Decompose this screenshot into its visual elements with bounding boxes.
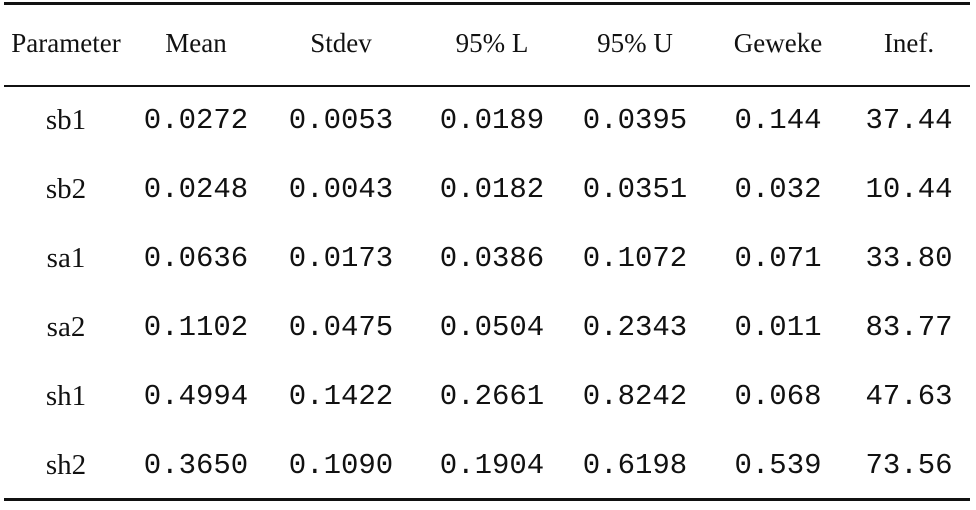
cell-95-upper: 0.0351: [582, 173, 688, 206]
top-rule: [4, 2, 970, 5]
cell-geweke: 0.011: [734, 311, 822, 344]
cell-parameter: sh2: [45, 449, 87, 481]
cell-95-upper: 0.1072: [582, 242, 688, 275]
cell-95-lower: 0.0386: [439, 242, 545, 275]
estimation-results-table: Parameter Mean Stdev 95% L 95% U Geweke …: [0, 0, 970, 500]
cell-95-upper: 0.6198: [582, 449, 688, 482]
cell-stdev: 0.1090: [288, 449, 394, 482]
cell-inefficiency: 37.44: [865, 104, 953, 137]
cell-95-upper: 0.2343: [582, 311, 688, 344]
header-inefficiency: Inef.: [883, 27, 935, 58]
cell-geweke: 0.032: [734, 173, 822, 206]
cell-stdev: 0.0173: [288, 242, 394, 275]
cell-95-lower: 0.0504: [439, 311, 545, 344]
table-row: sb2 0.0248 0.0043 0.0182 0.0351 0.032 10…: [0, 155, 970, 224]
header-rule: [4, 85, 970, 87]
table-row: sb1 0.0272 0.0053 0.0189 0.0395 0.144 37…: [0, 86, 970, 155]
cell-mean: 0.4994: [143, 380, 249, 413]
cell-95-lower: 0.0189: [439, 104, 545, 137]
header-95-upper: 95% U: [597, 27, 673, 58]
table-row: sh1 0.4994 0.1422 0.2661 0.8242 0.068 47…: [0, 362, 970, 431]
cell-mean: 0.1102: [143, 311, 249, 344]
cell-geweke: 0.071: [734, 242, 822, 275]
cell-95-lower: 0.0182: [439, 173, 545, 206]
cell-mean: 0.0636: [143, 242, 249, 275]
cell-parameter: sa1: [46, 242, 86, 274]
cell-geweke: 0.068: [734, 380, 822, 413]
cell-stdev: 0.0475: [288, 311, 394, 344]
cell-inefficiency: 73.56: [865, 449, 953, 482]
cell-parameter: sh1: [45, 380, 87, 412]
bottom-rule: [4, 498, 970, 501]
cell-geweke: 0.144: [734, 104, 822, 137]
cell-mean: 0.0272: [143, 104, 249, 137]
cell-stdev: 0.1422: [288, 380, 394, 413]
cell-inefficiency: 83.77: [865, 311, 953, 344]
header-95-lower: 95% L: [455, 27, 529, 58]
cell-inefficiency: 33.80: [865, 242, 953, 275]
cell-stdev: 0.0053: [288, 104, 394, 137]
cell-parameter: sa2: [46, 311, 86, 343]
cell-mean: 0.3650: [143, 449, 249, 482]
header-stdev: Stdev: [310, 27, 372, 58]
table-row: sa2 0.1102 0.0475 0.0504 0.2343 0.011 83…: [0, 293, 970, 362]
cell-stdev: 0.0043: [288, 173, 394, 206]
cell-95-upper: 0.8242: [582, 380, 688, 413]
cell-mean: 0.0248: [143, 173, 249, 206]
cell-geweke: 0.539: [734, 449, 822, 482]
cell-95-lower: 0.2661: [439, 380, 545, 413]
cell-parameter: sb2: [45, 173, 87, 205]
cell-parameter: sb1: [45, 104, 87, 136]
header-row: Parameter Mean Stdev 95% L 95% U Geweke …: [0, 0, 970, 86]
header-parameter: Parameter: [11, 27, 121, 58]
cell-95-upper: 0.0395: [582, 104, 688, 137]
cell-95-lower: 0.1904: [439, 449, 545, 482]
header-mean: Mean: [165, 27, 227, 58]
cell-inefficiency: 47.63: [865, 380, 953, 413]
table-row: sa1 0.0636 0.0173 0.0386 0.1072 0.071 33…: [0, 224, 970, 293]
table-row: sh2 0.3650 0.1090 0.1904 0.6198 0.539 73…: [0, 431, 970, 500]
cell-inefficiency: 10.44: [865, 173, 953, 206]
header-geweke: Geweke: [733, 27, 823, 58]
